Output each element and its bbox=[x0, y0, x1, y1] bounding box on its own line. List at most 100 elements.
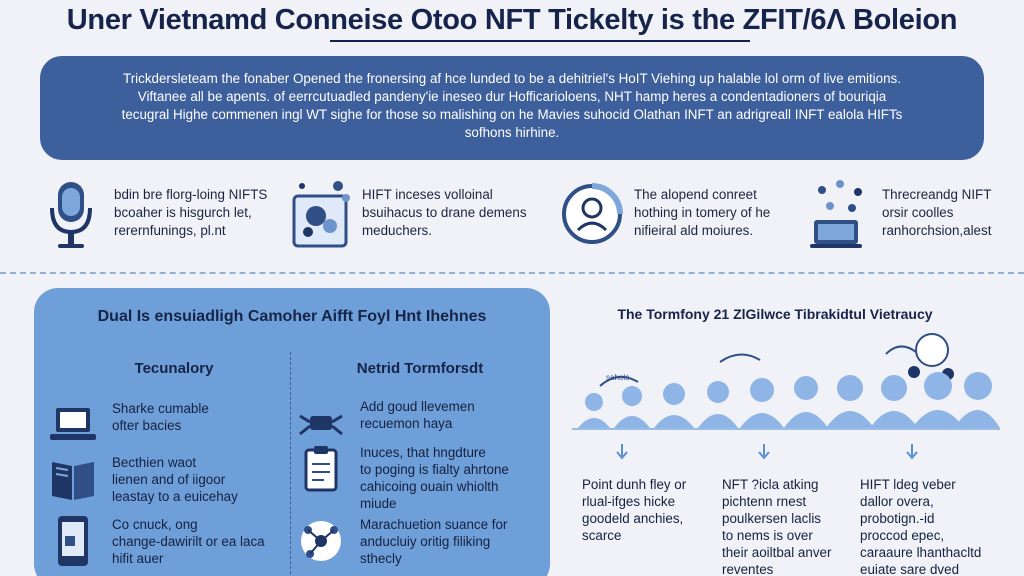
item-line: Add goud llevemen bbox=[360, 399, 475, 414]
network-icon bbox=[301, 521, 341, 561]
book-icon bbox=[52, 462, 94, 500]
item-text: Co cnuck, ong change-dawirilt or ea laca… bbox=[98, 516, 265, 567]
item-line: cahicoing ouain whiolth bbox=[360, 479, 499, 494]
list-item: Inuces, that hngdture to poging is fialt… bbox=[296, 444, 509, 512]
column-line: rlual-ifges hicke bbox=[582, 494, 676, 509]
column-line: HIFT ldeg veber bbox=[860, 477, 956, 492]
feature-item: Threcreandg NIFT orsir coolles ranhorchs… bbox=[808, 178, 991, 258]
feature-line: The alopend conreet bbox=[634, 187, 757, 202]
feature-text: Threcreandg NIFT orsir coolles ranhorchs… bbox=[872, 178, 991, 240]
column-heading: Tecunalory bbox=[134, 360, 214, 377]
crowd-illustration: sahole bbox=[578, 333, 1000, 428]
timeline-column: HIFT ldeg veber dallor overa, probotign.… bbox=[860, 476, 981, 576]
timeline-column: Point dunh fley or rlual-ifges hicke goo… bbox=[582, 476, 686, 544]
intro-line: Viftanee all be apents. of eerrcutuadled… bbox=[137, 89, 887, 104]
column-line: poulkersen laclis bbox=[722, 511, 821, 526]
item-text: Add goud llevemen recuemon haya bbox=[346, 398, 475, 432]
item-text: Becthien waot lienen and of iigoor least… bbox=[98, 454, 238, 505]
feature-item: The alopend conreet hothing in tomery of… bbox=[560, 178, 770, 258]
item-line: ofter bacies bbox=[112, 418, 182, 433]
item-line: miude bbox=[360, 496, 397, 511]
feature-line: hothing in tomery of he bbox=[634, 205, 771, 220]
feature-line: rerernfunings, pl.nt bbox=[114, 223, 226, 238]
feature-line: bsuihacus to drane demens bbox=[362, 205, 527, 220]
item-line: hifit auer bbox=[112, 551, 164, 566]
item-line: lienen and of iigoor bbox=[112, 472, 226, 487]
page-title: Uner Vietnamd Conneise Otoo NFT Tickelty… bbox=[66, 4, 958, 36]
timeline-title: The Tormfony 21 ZlGilwce Tibrakidtul Vie… bbox=[617, 306, 933, 322]
item-line: sthecly bbox=[360, 551, 402, 566]
feature-line: orsir coolles bbox=[882, 205, 954, 220]
gallery-tablet-icon bbox=[292, 181, 350, 248]
comparison-panel: Dual Is ensuiadligh Camoher Aifft Foyl H… bbox=[34, 288, 550, 576]
arrow-down-icon bbox=[758, 444, 770, 460]
column-line: dallor overa, bbox=[860, 494, 934, 509]
intro-line: Trickdersleteam the fonaber Opened the f… bbox=[123, 71, 901, 86]
crowd-baseline bbox=[572, 428, 1000, 430]
column-line: goodeld anchies, bbox=[582, 511, 684, 526]
arrow-down-icon bbox=[906, 444, 918, 460]
column-divider bbox=[290, 352, 291, 576]
feature-text: HIFT inceses volloinal bsuihacus to dran… bbox=[352, 178, 527, 240]
column-line: proccod epec, bbox=[860, 528, 945, 543]
feature-line: HIFT inceses volloinal bbox=[362, 187, 493, 202]
item-text: Sharke cumable ofter bacies bbox=[98, 400, 209, 434]
item-line: to poging is fialty ahrtone bbox=[360, 462, 509, 477]
section-divider bbox=[0, 272, 1024, 274]
intro-line: tecugral Highe commenen ingl WT sighe fo… bbox=[121, 107, 903, 122]
speech-bubble-text: sahole bbox=[606, 373, 630, 382]
item-line: Inuces, that hngdture bbox=[360, 445, 486, 460]
microphone-icon bbox=[50, 182, 92, 248]
timeline-column: NFT ?icla atking pichtenn rnest poulkers… bbox=[722, 476, 831, 576]
column-line: scarce bbox=[582, 528, 622, 543]
clipboard-icon bbox=[304, 446, 338, 492]
target-circle bbox=[915, 333, 949, 367]
laptop-icon bbox=[50, 408, 96, 440]
column-line: caraaure lhanthacltd bbox=[860, 545, 982, 560]
feature-item: HIFT inceses volloinal bsuihacus to dran… bbox=[288, 178, 527, 258]
column-line: pichtenn rnest bbox=[722, 494, 807, 509]
item-line: Co cnuck, ong bbox=[112, 517, 198, 532]
tablet-icon bbox=[58, 516, 88, 566]
feature-line: ranhorchsion,alest bbox=[882, 223, 992, 238]
column-line: NFT ?icla atking bbox=[722, 477, 819, 492]
item-line: recuemon haya bbox=[360, 416, 453, 431]
item-text: Inuces, that hngdture to poging is fialt… bbox=[346, 444, 509, 512]
feature-line: meduchers. bbox=[362, 223, 432, 238]
drone-icon bbox=[299, 414, 343, 436]
people-group bbox=[578, 372, 1000, 428]
panel-heading: Dual Is ensuiadligh Camoher Aifft Foyl H… bbox=[97, 308, 487, 325]
item-line: leastay to a euicehay bbox=[112, 489, 238, 504]
feature-row: bdin bre florg-loing NIFTS bcoaher is hi… bbox=[40, 178, 1000, 258]
intro-banner: Trickdersleteam the fonaber Opened the f… bbox=[40, 56, 984, 160]
item-line: Becthien waot bbox=[112, 455, 197, 470]
item-text: Marachuetion suance for anducluiy oritig… bbox=[346, 516, 507, 567]
feature-line: bdin bre florg-loing NIFTS bbox=[114, 187, 268, 202]
column-line: probotign.-id bbox=[860, 511, 935, 526]
arrow-down-icon bbox=[616, 444, 628, 460]
feature-line: Threcreandg NIFT bbox=[882, 187, 992, 202]
feature-line: bcoaher is hisgurch let, bbox=[114, 205, 252, 220]
person-circle-icon bbox=[562, 183, 623, 244]
drone-laptop-icon bbox=[810, 180, 862, 248]
list-item: Sharke cumable ofter bacies bbox=[48, 400, 209, 450]
feature-item: bdin bre florg-loing NIFTS bcoaher is hi… bbox=[40, 178, 267, 258]
list-item: Co cnuck, ong change-dawirilt or ea laca… bbox=[48, 516, 265, 567]
title-underline bbox=[330, 40, 750, 42]
curve-arrow bbox=[599, 375, 639, 387]
column-line: Point dunh fley or bbox=[582, 477, 687, 492]
column-line: their aoiltbal anver bbox=[722, 545, 832, 560]
intro-line: sofhons hirhine. bbox=[464, 125, 560, 140]
item-line: anducluiy oritig filiking bbox=[360, 534, 491, 549]
column-line: to nems is over bbox=[722, 528, 813, 543]
item-line: Marachuetion suance for bbox=[360, 517, 508, 532]
list-item: Becthien waot lienen and of iigoor least… bbox=[48, 454, 238, 505]
column-line: reventes bbox=[722, 562, 774, 576]
column-line: euiate sare dved bbox=[860, 562, 960, 576]
item-line: change-dawirilt or ea laca bbox=[112, 534, 265, 549]
list-item: Add goud llevemen recuemon haya bbox=[296, 398, 475, 448]
list-item: Marachuetion suance for anducluiy oritig… bbox=[296, 516, 507, 567]
item-line: Sharke cumable bbox=[112, 401, 209, 416]
column-heading: Netrid Tormforsdt bbox=[356, 360, 484, 377]
feature-text: bdin bre florg-loing NIFTS bcoaher is hi… bbox=[104, 178, 267, 240]
